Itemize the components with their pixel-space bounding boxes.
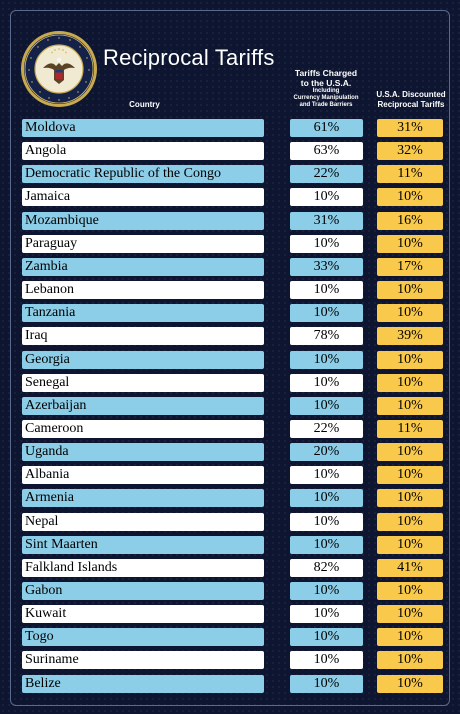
column-header-charged: Tariffs Charged to the U.S.A. Including … (283, 68, 369, 109)
discounted-tariff-cell: 10% (377, 234, 443, 253)
discounted-tariff-cell: 10% (377, 605, 443, 624)
country-cell: Cameroon (22, 419, 264, 438)
discounted-tariff-cell: 10% (377, 535, 443, 554)
column-header-discounted: U.S.A. Discounted Reciprocal Tariffs (370, 90, 452, 110)
discounted-tariff-cell: 10% (377, 582, 443, 600)
charged-tariff-cell: 10% (290, 373, 363, 392)
charged-tariff-cell: 10% (290, 489, 363, 508)
charged-tariff-cell: 20% (290, 443, 363, 462)
discounted-tariff-cell: 10% (377, 674, 443, 693)
page-title: Reciprocal Tariffs (103, 45, 275, 70)
country-cell: Gabon (22, 582, 264, 600)
discounted-tariff-cell: 32% (377, 142, 443, 161)
charged-tariff-cell: 10% (290, 234, 363, 253)
country-cell: Democratic Republic of the Congo (22, 165, 264, 184)
charged-tariff-cell: 10% (290, 535, 363, 554)
country-cell: Iraq (22, 327, 264, 346)
country-cell: Tanzania (22, 304, 264, 323)
charged-tariff-cell: 10% (290, 651, 363, 670)
discounted-label-line-2: Reciprocal Tariffs (377, 100, 445, 109)
discounted-tariff-cell: 31% (377, 119, 443, 137)
country-cell: Senegal (22, 373, 264, 392)
discounted-tariff-cell: 10% (377, 281, 443, 300)
country-cell: Falkland Islands (22, 558, 264, 577)
discounted-tariff-cell: 11% (377, 419, 443, 438)
discounted-tariff-cell: 11% (377, 165, 443, 184)
country-cell: Moldova (22, 119, 264, 137)
country-cell: Albania (22, 466, 264, 485)
country-cell: Nepal (22, 512, 264, 531)
charged-small-line-3: and Trade Barriers (299, 102, 353, 108)
charged-label-line-1: Tariffs Charged (294, 68, 358, 78)
country-cell: Lebanon (22, 281, 264, 300)
country-cell: Zambia (22, 257, 264, 276)
discounted-tariff-cell: 10% (377, 466, 443, 485)
discounted-tariff-cell: 10% (377, 443, 443, 462)
country-cell: Paraguay (22, 234, 264, 253)
discounted-tariff-cell: 10% (377, 396, 443, 415)
country-cell: Armenia (22, 489, 264, 508)
discounted-tariff-cell: 16% (377, 211, 443, 230)
country-cell: Azerbaijan (22, 396, 264, 415)
discounted-tariff-cell: 10% (377, 350, 443, 369)
charged-tariff-cell: 10% (290, 350, 363, 369)
charged-tariff-cell: 22% (290, 419, 363, 438)
country-cell: Uganda (22, 443, 264, 462)
discounted-tariff-cell: 10% (377, 512, 443, 531)
discounted-tariff-cell: 41% (377, 558, 443, 577)
discounted-tariff-cell: 10% (377, 304, 443, 323)
discounted-tariff-cell: 10% (377, 373, 443, 392)
country-cell: Georgia (22, 350, 264, 369)
charged-tariff-cell: 10% (290, 512, 363, 531)
discounted-tariff-cell: 17% (377, 257, 443, 276)
charged-tariff-cell: 10% (290, 188, 363, 207)
charged-tariff-cell: 63% (290, 142, 363, 161)
country-cell: Jamaica (22, 188, 264, 207)
country-cell: Togo (22, 628, 264, 647)
country-cell: Belize (22, 674, 264, 693)
discounted-tariff-cell: 10% (377, 489, 443, 508)
charged-tariff-cell: 78% (290, 327, 363, 346)
charged-tariff-cell: 31% (290, 211, 363, 230)
charged-tariff-cell: 82% (290, 558, 363, 577)
charged-tariff-cell: 10% (290, 396, 363, 415)
charged-tariff-cell: 10% (290, 582, 363, 600)
discounted-tariff-cell: 10% (377, 628, 443, 647)
charged-tariff-cell: 61% (290, 119, 363, 137)
discounted-tariff-cell: 10% (377, 188, 443, 207)
charged-tariff-cell: 10% (290, 605, 363, 624)
charged-tariff-cell: 10% (290, 466, 363, 485)
country-cell: Sint Maarten (22, 535, 264, 554)
charged-tariff-cell: 10% (290, 674, 363, 693)
page-frame (10, 10, 450, 706)
presidential-seal-icon (21, 31, 97, 107)
charged-tariff-cell: 33% (290, 257, 363, 276)
column-header-country: Country (129, 100, 160, 109)
charged-small-line-1: Including (312, 88, 340, 94)
charged-tariff-cell: 10% (290, 628, 363, 647)
charged-tariff-cell: 10% (290, 304, 363, 323)
country-cell: Kuwait (22, 605, 264, 624)
country-cell: Suriname (22, 651, 264, 670)
charged-small-line-2: Currency Manipulation (293, 95, 359, 101)
discounted-label-line-1: U.S.A. Discounted (376, 90, 446, 99)
discounted-tariff-cell: 10% (377, 651, 443, 670)
country-cell: Angola (22, 142, 264, 161)
discounted-tariff-cell: 39% (377, 327, 443, 346)
charged-tariff-cell: 10% (290, 281, 363, 300)
country-cell: Mozambique (22, 211, 264, 230)
charged-label-line-2: to the U.S.A. (300, 78, 352, 88)
charged-tariff-cell: 22% (290, 165, 363, 184)
